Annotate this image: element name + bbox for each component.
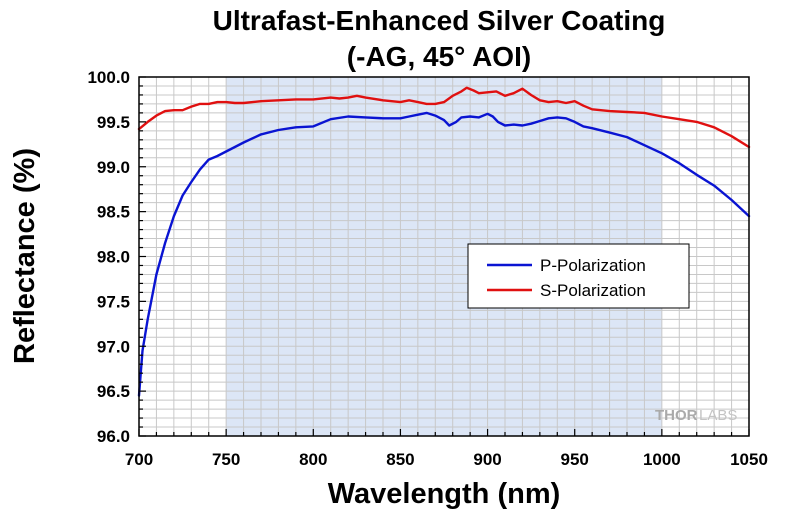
legend: P-Polarization S-Polarization	[467, 243, 690, 309]
x-tick-label: 700	[125, 450, 153, 469]
x-tick-label: 800	[299, 450, 327, 469]
y-tick-label: 97.5	[97, 292, 130, 311]
y-tick-label: 96.0	[97, 427, 130, 446]
x-tick-label: 1050	[730, 450, 768, 469]
logo-text-thor: THOR	[655, 407, 698, 424]
x-tick-label: 850	[386, 450, 414, 469]
y-tick-label: 98.0	[97, 248, 130, 267]
y-tick-label: 99.0	[97, 158, 130, 177]
y-axis-label: Reflectance (%)	[9, 148, 41, 364]
legend-label-s-polarization: S-Polarization	[540, 281, 646, 300]
logo-text-labs: LABS	[699, 407, 737, 424]
chart-title-line-2: (-AG, 45° AOI)	[347, 41, 531, 72]
legend-label-p-polarization: P-Polarization	[540, 256, 646, 275]
y-tick-label: 97.0	[97, 337, 130, 356]
y-tick-labels: 96.0 96.5 97.0 97.5 98.0 98.5 99.0 99.5 100.0	[87, 68, 130, 446]
series-line-p-polarization	[137, 111, 751, 397]
series-layer	[137, 86, 751, 397]
x-axis-label: Wavelength (nm)	[328, 478, 561, 510]
y-tick-label: 100.0	[87, 68, 130, 87]
series-line-s-polarization	[137, 86, 751, 149]
legend-box	[467, 243, 690, 309]
chart-title-line-1: Ultrafast-Enhanced Silver Coating	[213, 5, 666, 36]
axis-ticks	[138, 76, 750, 437]
y-tick-label: 99.5	[97, 113, 130, 132]
x-tick-labels: 700 750 800 850 900 950 1000 1050	[125, 450, 768, 469]
y-tick-label: 96.5	[97, 382, 130, 401]
thorlabs-logo: THOR LABS	[655, 407, 737, 424]
x-tick-label: 1000	[643, 450, 681, 469]
x-tick-label: 750	[212, 450, 240, 469]
x-tick-label: 900	[473, 450, 501, 469]
y-tick-label: 98.5	[97, 203, 130, 222]
x-tick-label: 950	[561, 450, 589, 469]
